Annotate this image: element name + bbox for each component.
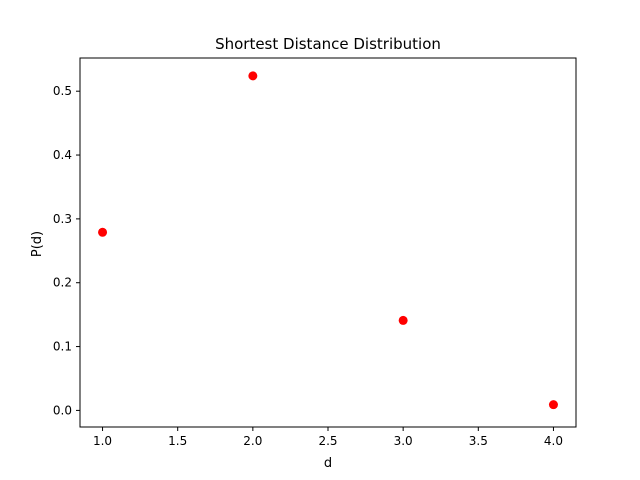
x-axis-label: d	[324, 456, 332, 471]
y-axis-ticks: 0.0 0.1 0.2 0.3 0.4 0.5	[53, 84, 80, 417]
x-tick-label: 3.0	[394, 434, 413, 448]
data-points	[98, 71, 558, 410]
data-point	[98, 227, 108, 237]
x-tick-label: 1.5	[168, 434, 187, 448]
y-tick-label: 0.2	[53, 276, 72, 290]
y-axis-label: P(d)	[30, 231, 45, 257]
chart-title: Shortest Distance Distribution	[215, 35, 441, 53]
y-tick-label: 0.4	[53, 148, 72, 162]
y-tick-label: 0.0	[53, 403, 72, 417]
plot-area	[80, 58, 576, 427]
x-tick-label: 4.0	[544, 434, 563, 448]
x-axis-ticks: 1.0 1.5 2.0 2.5 3.0 3.5 4.0	[93, 427, 563, 448]
y-tick-label: 0.1	[53, 340, 72, 354]
y-tick-label: 0.3	[53, 212, 72, 226]
plot-frame	[79, 57, 577, 428]
y-tick-label: 0.5	[53, 84, 72, 98]
x-tick-label: 2.0	[243, 434, 262, 448]
x-tick-label: 1.0	[93, 434, 112, 448]
data-point	[398, 315, 408, 325]
data-point	[548, 400, 558, 410]
x-tick-label: 2.5	[318, 434, 337, 448]
data-point	[248, 71, 258, 81]
x-tick-label: 3.5	[469, 434, 488, 448]
